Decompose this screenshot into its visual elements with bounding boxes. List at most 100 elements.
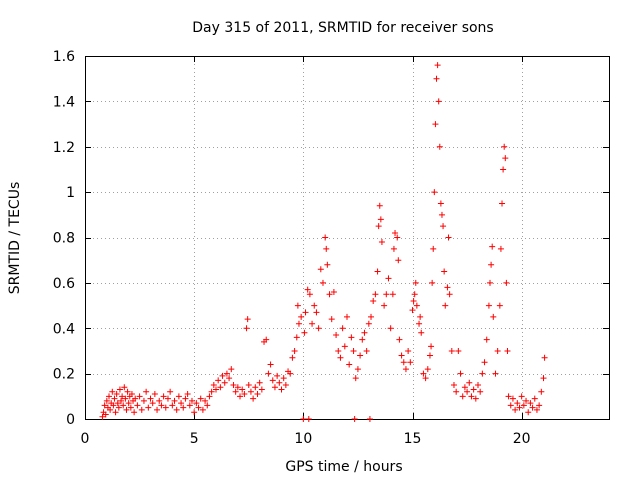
data-point bbox=[228, 366, 235, 373]
data-point bbox=[301, 329, 308, 336]
data-point bbox=[119, 393, 126, 400]
data-point bbox=[426, 352, 433, 359]
data-point bbox=[489, 243, 496, 250]
data-point bbox=[496, 302, 503, 309]
data-point bbox=[265, 370, 272, 377]
data-point bbox=[267, 361, 274, 368]
data-point bbox=[368, 313, 375, 320]
data-point bbox=[101, 402, 108, 409]
data-point bbox=[122, 395, 129, 402]
data-point bbox=[378, 239, 385, 246]
data-point bbox=[505, 393, 512, 400]
data-point bbox=[448, 347, 455, 354]
data-point bbox=[481, 359, 488, 366]
data-point bbox=[258, 386, 265, 393]
data-point bbox=[188, 397, 195, 404]
data-point bbox=[123, 406, 130, 413]
data-point bbox=[204, 402, 211, 409]
data-point bbox=[171, 397, 178, 404]
data-point bbox=[374, 268, 381, 275]
data-point bbox=[383, 291, 390, 298]
data-point bbox=[346, 361, 353, 368]
data-point bbox=[398, 352, 405, 359]
x-tick-label: 5 bbox=[190, 431, 199, 447]
data-point bbox=[409, 307, 416, 314]
y-tick-label: 0.6 bbox=[53, 276, 75, 292]
data-point bbox=[315, 325, 322, 332]
data-point bbox=[282, 381, 289, 388]
data-point bbox=[502, 155, 509, 162]
data-point bbox=[357, 352, 364, 359]
y-tick-label: 1.4 bbox=[53, 94, 75, 110]
data-point bbox=[239, 386, 246, 393]
y-tick-label: 1.6 bbox=[53, 49, 75, 65]
data-point bbox=[445, 234, 452, 241]
data-point bbox=[504, 347, 511, 354]
data-point bbox=[468, 393, 475, 400]
data-point bbox=[354, 366, 361, 373]
data-point bbox=[434, 62, 441, 69]
data-point bbox=[113, 391, 120, 398]
data-point bbox=[295, 320, 302, 327]
data-point bbox=[124, 388, 131, 395]
data-point bbox=[477, 388, 484, 395]
data-point bbox=[516, 404, 523, 411]
data-point bbox=[416, 320, 423, 327]
data-point bbox=[494, 347, 501, 354]
data-point bbox=[313, 309, 320, 316]
data-point bbox=[457, 370, 464, 377]
x-tick-label: 0 bbox=[81, 431, 90, 447]
data-point bbox=[154, 406, 161, 413]
data-point bbox=[164, 395, 171, 402]
data-point bbox=[118, 397, 125, 404]
data-point bbox=[145, 404, 152, 411]
data-point bbox=[291, 347, 298, 354]
data-point bbox=[507, 402, 514, 409]
data-point bbox=[376, 202, 383, 209]
data-point bbox=[420, 370, 427, 377]
data-point bbox=[531, 395, 538, 402]
x-tick-label: 20 bbox=[513, 431, 531, 447]
data-point bbox=[252, 384, 259, 391]
data-point bbox=[317, 266, 324, 273]
data-point bbox=[278, 386, 285, 393]
y-tick-label: 0.2 bbox=[53, 367, 75, 383]
data-point bbox=[402, 366, 409, 373]
data-point bbox=[147, 395, 154, 402]
data-point bbox=[138, 406, 145, 413]
data-point bbox=[407, 359, 414, 366]
data-point bbox=[184, 391, 191, 398]
data-point bbox=[412, 279, 419, 286]
data-point bbox=[431, 189, 438, 196]
data-point bbox=[492, 370, 499, 377]
data-point bbox=[413, 302, 420, 309]
data-point bbox=[256, 379, 263, 386]
data-point bbox=[475, 381, 481, 388]
data-point bbox=[269, 377, 276, 384]
data-point bbox=[527, 400, 534, 407]
data-point bbox=[178, 400, 185, 407]
chart-title: Day 315 of 2011, SRMTID for receiver son… bbox=[192, 20, 493, 36]
data-point bbox=[127, 404, 134, 411]
data-point bbox=[243, 325, 250, 332]
data-point bbox=[479, 370, 486, 377]
data-point bbox=[432, 121, 439, 128]
data-point bbox=[520, 402, 527, 409]
data-point bbox=[102, 411, 109, 418]
data-point bbox=[503, 279, 510, 286]
data-point bbox=[107, 406, 114, 413]
data-point bbox=[276, 379, 283, 386]
data-point bbox=[366, 416, 373, 422]
data-point bbox=[158, 402, 165, 409]
y-tick-label: 1 bbox=[66, 185, 75, 201]
data-point bbox=[311, 302, 318, 309]
data-point bbox=[110, 402, 117, 409]
data-point bbox=[324, 261, 331, 268]
data-point bbox=[263, 336, 270, 343]
data-point bbox=[162, 404, 169, 411]
data-point bbox=[254, 391, 261, 398]
data-point bbox=[365, 320, 372, 327]
data-point bbox=[333, 332, 340, 339]
data-point bbox=[337, 354, 344, 361]
y-tick-label: 0 bbox=[66, 412, 75, 428]
